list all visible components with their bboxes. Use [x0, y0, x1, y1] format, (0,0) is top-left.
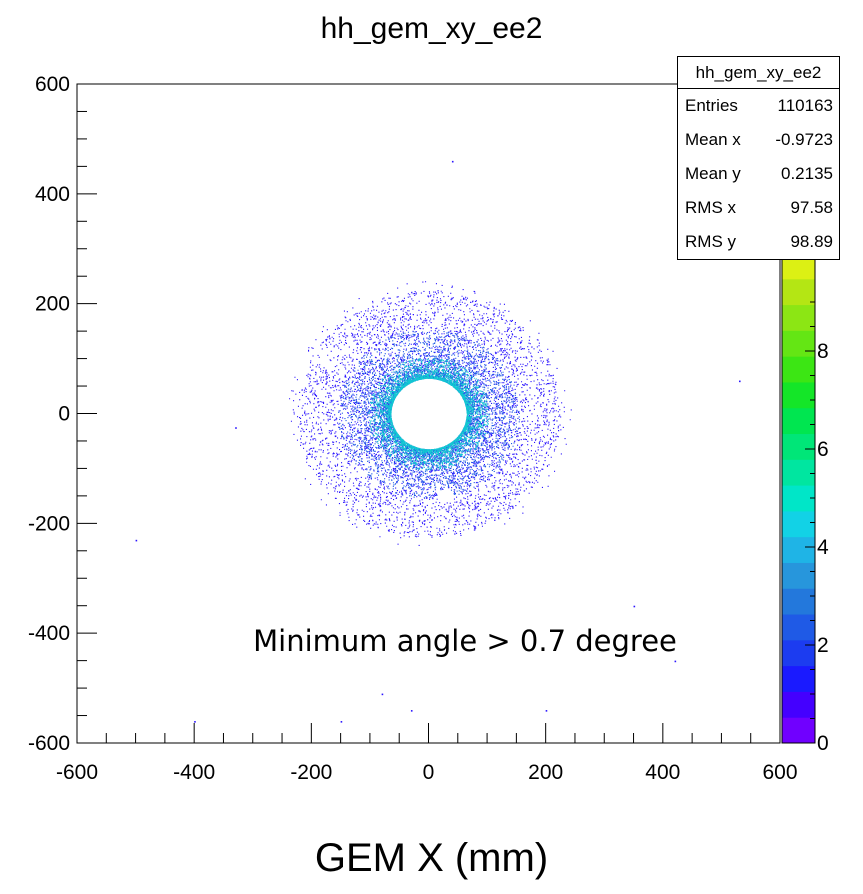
stats-value: 97.58 — [790, 198, 833, 217]
outlier-point — [334, 435, 337, 438]
colorbar-segment — [782, 510, 815, 538]
y-tick-label: -600 — [28, 732, 70, 755]
colorbar-tick-label: 2 — [817, 634, 829, 657]
outlier-point — [410, 710, 413, 712]
stats-value: -0.9723 — [775, 130, 833, 149]
x-tick-label: 0 — [423, 761, 435, 784]
colorbar — [781, 252, 816, 744]
annotation-text: Minimum angle > 0.7 degree — [253, 624, 677, 658]
stats-label: RMS y — [685, 232, 736, 251]
outlier-point — [545, 710, 548, 712]
y-tick-labels: 600 400 200 0 -200 -400 -600 — [28, 73, 70, 755]
y-tick-label: -200 — [28, 512, 70, 535]
x-tick-labels: -600 -400 -200 0 200 400 600 — [56, 761, 798, 784]
x-tick-label: 400 — [645, 761, 680, 784]
density-points-high — [368, 358, 490, 471]
stats-row-mean-x: Mean x -0.9723 — [678, 123, 839, 157]
colorbar-tick-label: 8 — [817, 340, 829, 363]
x-tick-label: -400 — [173, 761, 215, 784]
stats-label: Mean x — [685, 130, 741, 149]
stats-value: 98.89 — [790, 232, 833, 251]
stats-row-rms-x: RMS x 97.58 — [678, 191, 839, 225]
outlier-point — [451, 160, 454, 163]
chart-title: hh_gem_xy_ee2 — [320, 12, 543, 45]
colorbar-segment — [782, 485, 815, 512]
colorbar-segment — [782, 562, 815, 589]
stats-box: hh_gem_xy_ee2 Entries 110163 Mean x -0.9… — [677, 56, 840, 260]
y-tick-label: 200 — [35, 293, 70, 316]
colorbar-segment — [782, 407, 815, 435]
colorbar-segment — [782, 536, 815, 563]
outlier-point — [135, 539, 138, 542]
stats-row-mean-y: Mean y 0.2135 — [678, 157, 839, 191]
outlier-point — [194, 721, 196, 723]
colorbar-segment — [782, 381, 815, 409]
y-tick-label: 0 — [58, 403, 70, 426]
colorbar-tick-label: 0 — [817, 732, 829, 755]
stats-label: Entries — [685, 96, 738, 115]
stats-row-rms-y: RMS y 98.89 — [678, 225, 839, 259]
colorbar-segment — [782, 330, 815, 357]
colorbar-segment — [782, 459, 815, 486]
colorbar-segment — [782, 356, 815, 383]
colorbar-segment — [782, 665, 815, 692]
colorbar-segment — [782, 588, 815, 615]
outlier-point — [381, 693, 384, 696]
colorbar-tick-label: 6 — [817, 438, 829, 461]
x-tick-label: -200 — [290, 761, 332, 784]
outlier-point — [633, 605, 636, 608]
x-axis-label: GEM X (mm) — [314, 836, 549, 880]
x-tick-label: -600 — [56, 761, 98, 784]
colorbar-segment — [782, 304, 815, 331]
stats-row-entries: Entries 110163 — [678, 89, 839, 123]
colorbar-segment — [782, 717, 815, 744]
outlier-point — [674, 660, 677, 663]
y-tick-label: 400 — [35, 183, 70, 206]
outlier-point — [340, 721, 343, 723]
stats-label: Mean y — [685, 164, 741, 183]
outlier-point — [738, 380, 741, 383]
scatter-points-layer — [135, 160, 741, 723]
colorbar-tick-labels: 8 6 4 2 0 — [817, 340, 829, 755]
x-tick-label: 200 — [528, 761, 563, 784]
colorbar-tick-label: 4 — [817, 536, 829, 559]
colorbar-segment — [782, 691, 815, 718]
stats-box-title: hh_gem_xy_ee2 — [678, 57, 839, 89]
colorbar-segment — [782, 639, 815, 667]
stats-value: 110163 — [777, 96, 833, 115]
colorbar-segment — [782, 278, 815, 306]
outlier-point — [235, 427, 237, 429]
stats-label: RMS x — [685, 198, 736, 217]
y-tick-label: -400 — [28, 622, 70, 645]
y-tick-label: 600 — [35, 73, 70, 96]
axis-ticks-layer — [76, 83, 781, 744]
stats-value: 0.2135 — [781, 164, 833, 183]
colorbar-segment — [782, 614, 815, 641]
x-tick-label: 600 — [762, 761, 797, 784]
colorbar-segment — [782, 433, 815, 460]
